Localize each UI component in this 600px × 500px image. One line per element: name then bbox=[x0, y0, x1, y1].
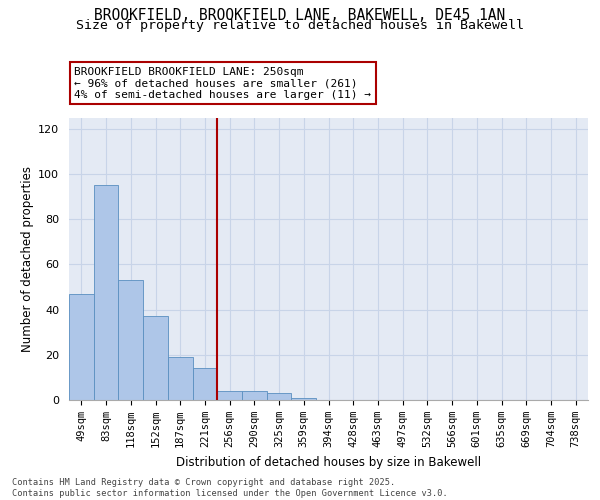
Bar bbox=[94, 186, 118, 400]
Text: BROOKFIELD BROOKFIELD LANE: 250sqm
← 96% of detached houses are smaller (261)
4%: BROOKFIELD BROOKFIELD LANE: 250sqm ← 96%… bbox=[74, 66, 371, 100]
X-axis label: Distribution of detached houses by size in Bakewell: Distribution of detached houses by size … bbox=[176, 456, 481, 468]
Text: Contains HM Land Registry data © Crown copyright and database right 2025.
Contai: Contains HM Land Registry data © Crown c… bbox=[12, 478, 448, 498]
Text: BROOKFIELD, BROOKFIELD LANE, BAKEWELL, DE45 1AN: BROOKFIELD, BROOKFIELD LANE, BAKEWELL, D… bbox=[94, 8, 506, 22]
Text: Size of property relative to detached houses in Bakewell: Size of property relative to detached ho… bbox=[76, 18, 524, 32]
Bar bbox=[143, 316, 168, 400]
Bar bbox=[292, 398, 316, 400]
Bar bbox=[217, 391, 242, 400]
Bar bbox=[168, 357, 193, 400]
Bar bbox=[193, 368, 217, 400]
Bar bbox=[267, 393, 292, 400]
Bar bbox=[118, 280, 143, 400]
Bar bbox=[242, 391, 267, 400]
Y-axis label: Number of detached properties: Number of detached properties bbox=[21, 166, 34, 352]
Bar bbox=[69, 294, 94, 400]
